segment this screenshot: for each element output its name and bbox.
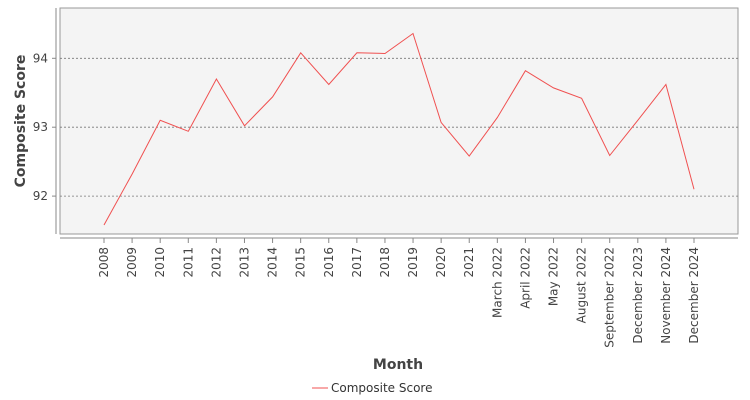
x-tick-label: 2020 [434, 247, 448, 278]
y-tick-label: 93 [33, 120, 48, 134]
y-axis-title: Composite Score [13, 55, 29, 188]
x-tick-label: 2016 [322, 247, 336, 278]
legend: Composite Score [312, 381, 432, 395]
y-tick-label: 94 [33, 51, 48, 65]
x-tick-label: 2013 [237, 247, 251, 278]
series-group [103, 32, 695, 226]
x-tick-label: September 2022 [603, 247, 617, 348]
x-tick-label: 2014 [266, 247, 280, 278]
x-tick-label: 2011 [181, 247, 195, 278]
x-tick-label: August 2022 [575, 247, 589, 323]
x-tick-label: March 2022 [490, 247, 504, 318]
x-tick-label: 2012 [209, 247, 223, 278]
x-tick-label: April 2022 [518, 247, 532, 309]
legend-label: Composite Score [331, 381, 432, 395]
y-tick-label: 92 [33, 189, 48, 203]
y-axis: 92 93 94 [33, 8, 57, 234]
x-tick-label: 2008 [97, 247, 111, 278]
x-tick-label: 2019 [406, 247, 420, 278]
series-line [103, 32, 695, 226]
x-tick-label: December 2023 [631, 247, 645, 344]
x-tick-label: 2009 [125, 247, 139, 278]
x-tick-label: 2015 [294, 247, 308, 278]
x-axis: 2008 2009 2010 2011 2012 2013 2014 2015 2016 2017… [60, 237, 738, 348]
x-tick-label: November 2024 [659, 247, 673, 344]
gridlines [60, 57, 738, 197]
x-tick-label: May 2022 [547, 247, 561, 306]
x-tick-label: 2021 [462, 247, 476, 278]
x-tick-label: 2010 [153, 247, 167, 278]
x-tick-label: 2018 [378, 247, 392, 278]
x-axis-title: Month [373, 357, 423, 373]
x-tick-label: December 2024 [687, 247, 701, 344]
x-tick-label: 2017 [350, 247, 364, 278]
